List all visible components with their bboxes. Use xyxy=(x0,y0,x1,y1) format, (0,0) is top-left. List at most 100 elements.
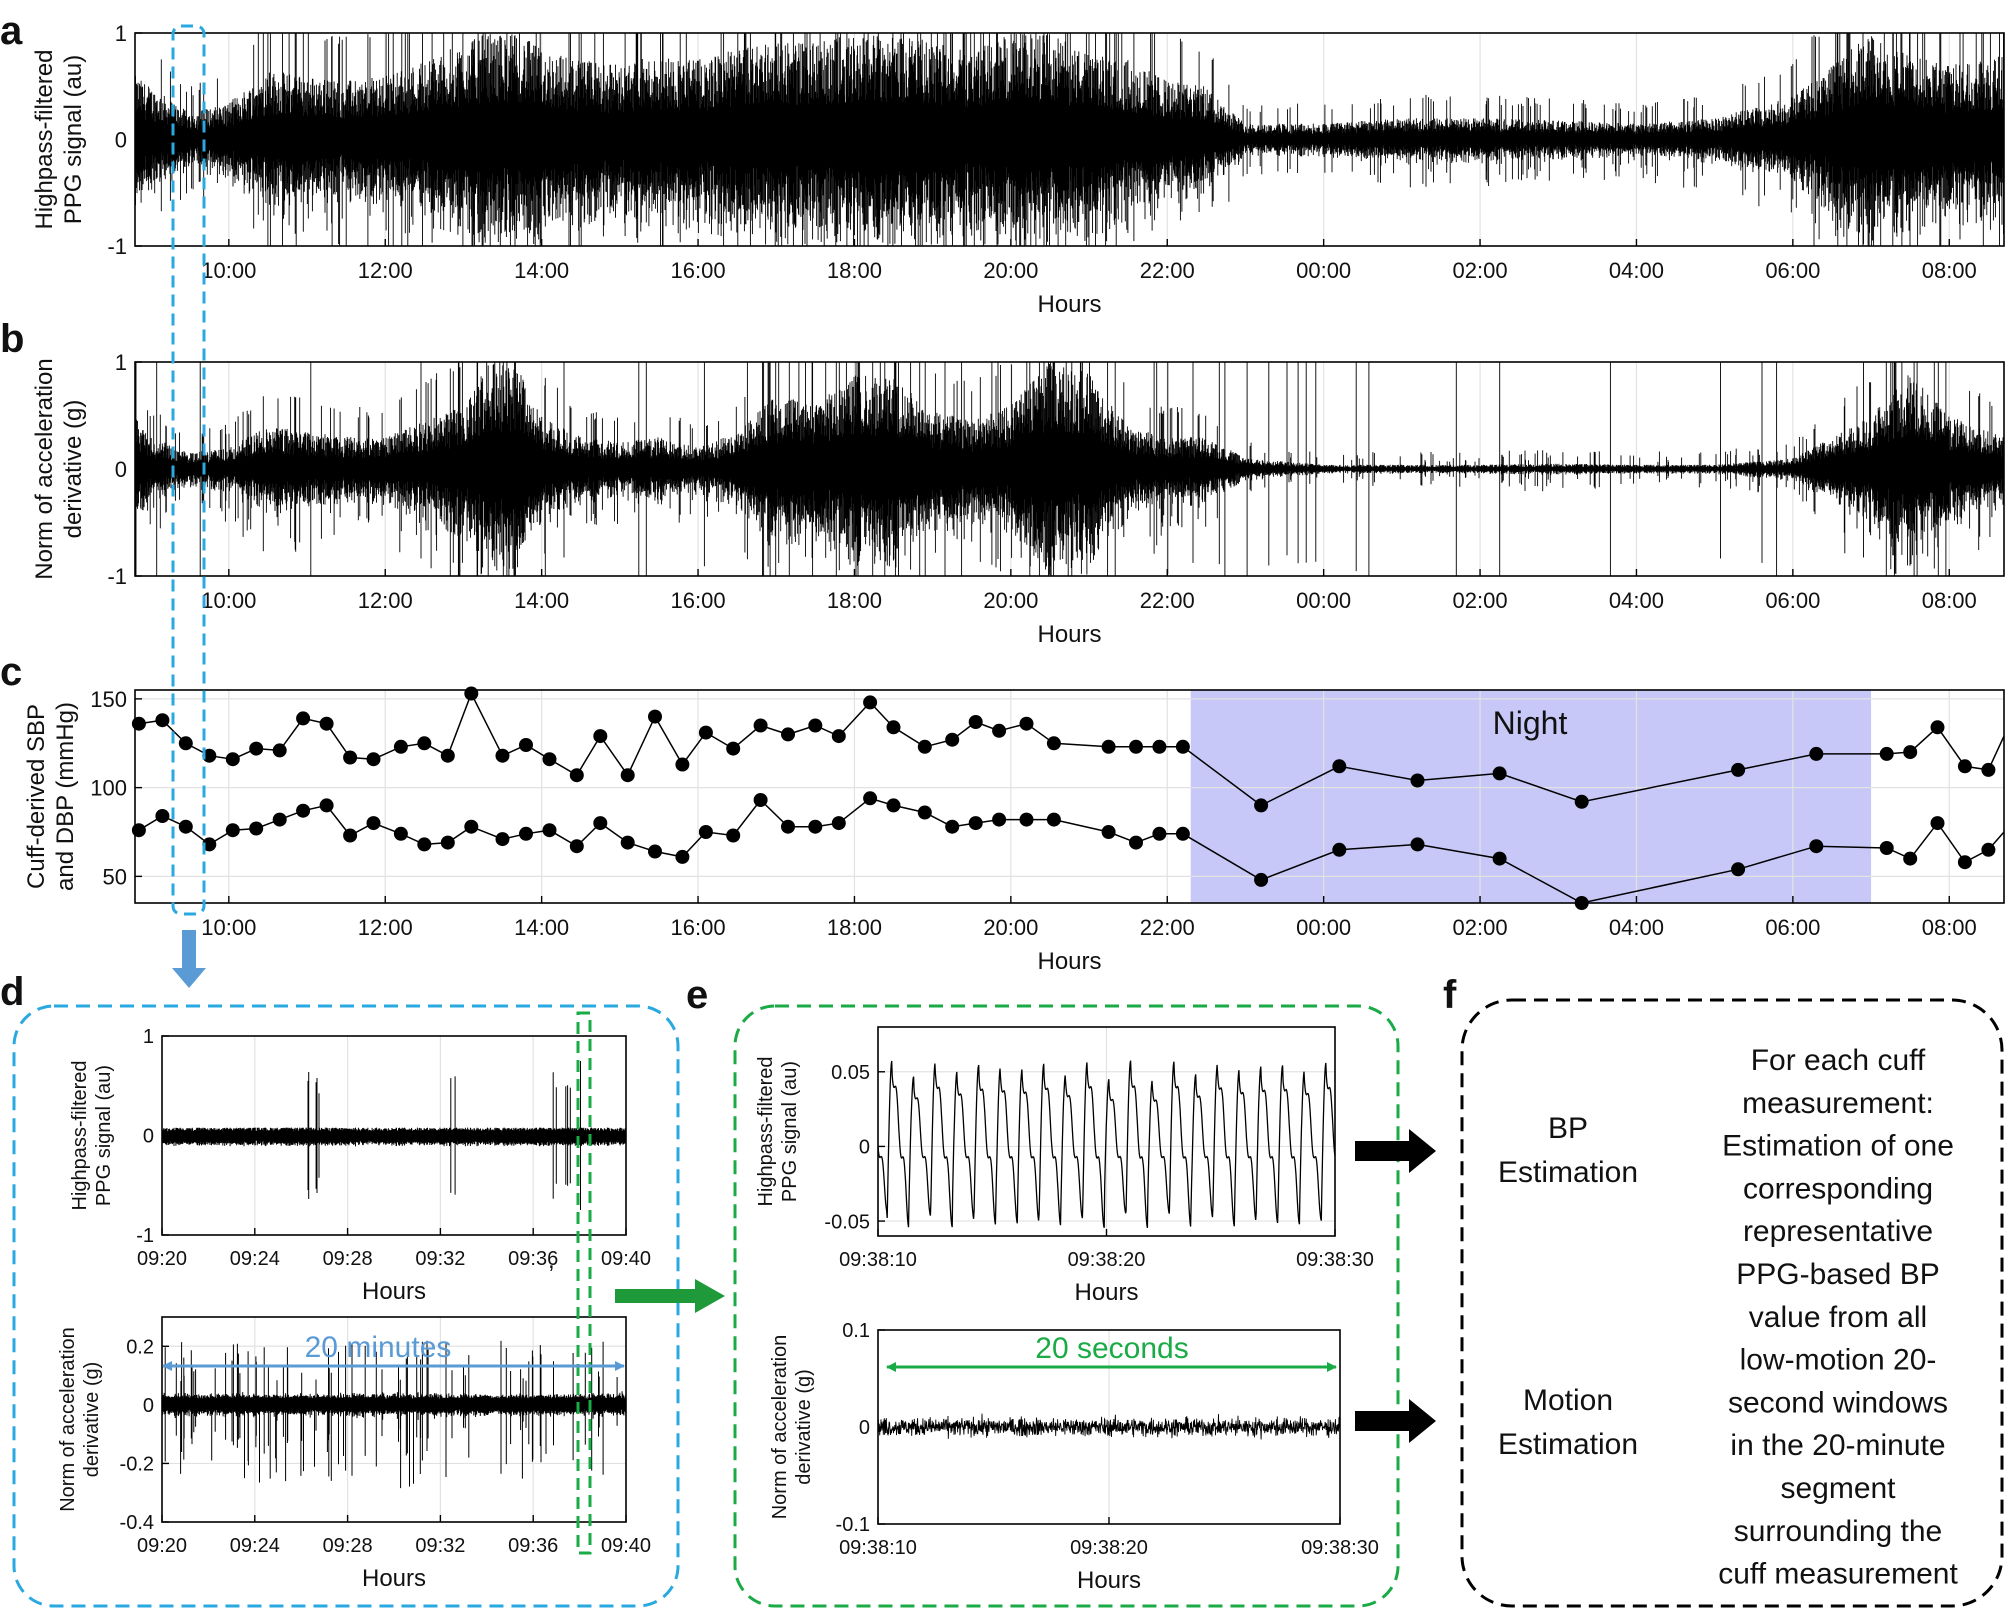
dbp-point xyxy=(440,835,455,850)
x-tick-label: 08:00 xyxy=(1922,915,1977,940)
x-tick-label: 09:28 xyxy=(323,1535,373,1557)
sbp-point xyxy=(569,768,584,783)
dbp-point xyxy=(417,837,432,852)
y-tick-label: -0.1 xyxy=(836,1514,870,1536)
panel-label-a: a xyxy=(0,9,23,53)
dbp-point xyxy=(393,826,408,841)
y-tick-label: -0.2 xyxy=(120,1454,154,1476)
dbp-point xyxy=(202,837,217,852)
chart-d-ppg-20min: 09:20 09:24 09:28 09:32 09:36 09:40 -1 0 1 Hours H… xyxy=(69,1026,651,1305)
y-tick-label: -1 xyxy=(136,1225,154,1247)
sbp-point xyxy=(620,768,635,783)
sbp-point xyxy=(249,741,264,756)
chart-c-cuff-bp: 10:00 12:00 14:00 16:00 18:00 20:00 22:00 00:00… xyxy=(23,686,2005,975)
x-tick-label: 00:00 xyxy=(1296,258,1351,283)
sbp-point xyxy=(1046,736,1061,751)
x-tick-label: 14:00 xyxy=(514,915,569,940)
y-tick-label: -1 xyxy=(107,234,127,259)
x-tick-label: 16:00 xyxy=(671,915,726,940)
y-tick-label: -0.05 xyxy=(824,1211,870,1233)
dbp-point xyxy=(808,819,823,834)
dbp-point xyxy=(1930,816,1945,831)
sbp-point xyxy=(131,716,146,731)
dbp-point xyxy=(1879,841,1894,855)
sbp-point xyxy=(726,741,741,756)
sbp-point xyxy=(1957,759,1972,774)
ppg-waveform xyxy=(877,1060,1336,1229)
sbp-point xyxy=(1175,739,1190,754)
dbp-point xyxy=(569,839,584,854)
x-tick-label: 09:38:20 xyxy=(1070,1537,1148,1559)
dbp-point xyxy=(272,812,287,827)
f-motion-line-1: Motion xyxy=(1523,1384,1613,1417)
dbp-point xyxy=(1129,835,1143,850)
f-motion-line-2: Estimation xyxy=(1498,1428,1638,1461)
sbp-point xyxy=(1101,739,1116,754)
panel-label-f: f xyxy=(1443,973,1457,1017)
sbp-point xyxy=(1152,739,1167,754)
dbp-point xyxy=(519,826,533,841)
sbp-point xyxy=(1019,716,1034,731)
x-axis-label: Hours xyxy=(362,1565,426,1592)
x-tick-label: 02:00 xyxy=(1453,915,1508,940)
x-tick-label: 00:00 xyxy=(1296,915,1351,940)
x-tick-label: 04:00 xyxy=(1609,588,1664,613)
sbp-point xyxy=(1981,762,1996,777)
x-tick-label: 12:00 xyxy=(358,258,413,283)
f-description: For each cuff measurement: Estimation of o… xyxy=(1718,1044,1958,1591)
y-tick-label: 1 xyxy=(115,21,127,46)
dbp-point xyxy=(131,823,146,838)
x-axis-label: Hours xyxy=(1037,621,1101,648)
dbp-point xyxy=(1254,872,1269,887)
sbp-point xyxy=(1254,798,1269,813)
chart-a-ppg-24h: 10:00 12:00 14:00 16:00 18:00 20:00 22:00 00:00… xyxy=(31,21,2005,318)
x-tick-label: 00:00 xyxy=(1296,588,1351,613)
sbp-point xyxy=(296,711,311,726)
sbp-point xyxy=(319,716,334,731)
sbp-point xyxy=(945,732,960,747)
y-tick-label: 0 xyxy=(143,1126,154,1148)
x-tick-label: 10:00 xyxy=(201,588,256,613)
x-tick-label: 09:38:30 xyxy=(1301,1537,1379,1559)
sbp-point xyxy=(753,718,768,733)
f-bp-line-1: BP xyxy=(1548,1112,1588,1145)
y-axis-label: Norm of accelerationderivative (g) xyxy=(31,358,87,579)
bp-estimation-arrow-icon xyxy=(1355,1129,1436,1173)
x-tick-label: 02:00 xyxy=(1453,258,1508,283)
f-bp-line-2: Estimation xyxy=(1498,1156,1638,1189)
dbp-point xyxy=(296,803,311,818)
x-tick-label: 04:00 xyxy=(1609,258,1664,283)
f-description-line: corresponding xyxy=(1743,1172,1933,1205)
x-tick-label: 09:20 xyxy=(137,1248,187,1270)
dbp-point xyxy=(698,825,713,839)
y-tick-label: 0 xyxy=(143,1395,154,1417)
x-axis-label: Hours xyxy=(1074,1279,1138,1306)
night-region xyxy=(1190,690,1872,903)
right-arrow-icon xyxy=(615,1279,725,1313)
sbp-point xyxy=(519,738,533,752)
signal-trace xyxy=(161,1061,627,1210)
sbp-point xyxy=(1492,766,1507,781)
motion-estimation-arrow-icon xyxy=(1355,1399,1436,1443)
sbp-point xyxy=(393,739,408,754)
dbp-point xyxy=(495,832,510,847)
dbp-point xyxy=(1410,837,1425,852)
x-tick-label: 09:20 xyxy=(137,1535,187,1557)
chart-d-acceleration-20min: 09:20 09:24 09:28 09:32 09:36 09:40 -0.4 -0.2 0 0… xyxy=(57,1316,651,1592)
dbp-point xyxy=(1903,851,1918,866)
sbp-point xyxy=(225,752,240,767)
sbp-point xyxy=(202,748,217,763)
x-axis-label: Hours xyxy=(1077,1567,1141,1594)
dbp-point xyxy=(1046,812,1061,827)
x-tick-label: 18:00 xyxy=(827,915,882,940)
sbp-point xyxy=(1930,720,1945,735)
x-tick-label: 09:28 xyxy=(323,1248,373,1270)
sbp-point xyxy=(1903,745,1918,760)
signal-trace xyxy=(134,362,2005,576)
dbp-point xyxy=(1019,812,1034,827)
down-arrow-icon xyxy=(172,930,206,988)
